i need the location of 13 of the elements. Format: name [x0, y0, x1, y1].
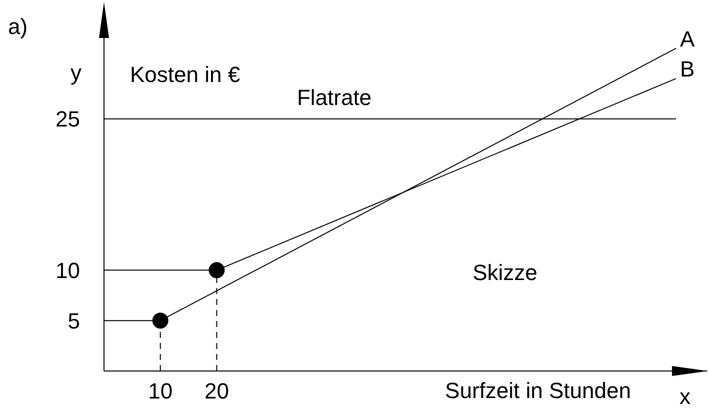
annotation: Kosten in €: [130, 62, 240, 87]
text: Surfzeit in Stunden: [445, 378, 631, 403]
y-tick-label: 5: [68, 308, 80, 334]
series-label: A: [680, 26, 696, 52]
y-tick-label: 10: [56, 258, 80, 283]
text: a): [8, 14, 28, 39]
series-label: Flatrate: [296, 84, 372, 110]
x-tick-label: 20: [204, 378, 229, 404]
y-tick-label: 25: [56, 106, 80, 132]
x-axis-title: x: [680, 384, 690, 409]
series-label: B: [680, 56, 695, 82]
y-axis-title: y: [70, 60, 82, 85]
annotation: Skizze: [472, 260, 538, 285]
